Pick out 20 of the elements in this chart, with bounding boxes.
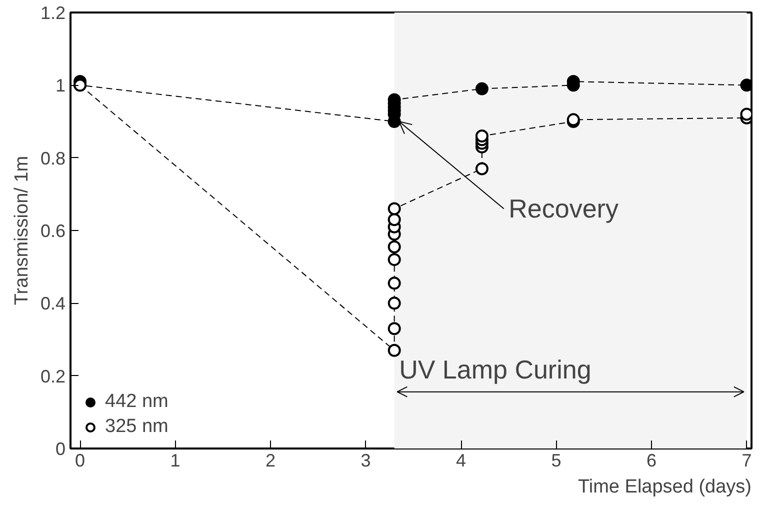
y-tick-label: 0.4 xyxy=(40,294,66,314)
legend-label: 325 nm xyxy=(105,416,168,438)
annotation: Recovery xyxy=(508,194,618,224)
x-tick-label: 7 xyxy=(742,450,752,470)
legend-label: 442 nm xyxy=(105,391,168,413)
y-tick-label: 0.8 xyxy=(40,148,66,168)
x-tick-label: 6 xyxy=(646,450,657,470)
y-tick-label: 1 xyxy=(55,76,66,96)
x-tick-label: 3 xyxy=(360,450,371,470)
y-tick-label: 1.2 xyxy=(40,3,66,23)
band-label: UV Lamp Curing xyxy=(399,354,592,385)
y-tick-label: 0.6 xyxy=(40,221,66,241)
x-tick-label: 4 xyxy=(456,450,466,470)
x-axis-title: Time Elapsed (days) xyxy=(578,476,752,498)
x-tick-label: 0 xyxy=(75,450,86,470)
y-tick-label: 0.2 xyxy=(40,366,66,386)
x-tick-label: 1 xyxy=(170,450,180,470)
y-axis-title: Transmission/ 1m xyxy=(11,156,32,306)
x-tick-label: 2 xyxy=(266,450,276,470)
x-tick-label: 5 xyxy=(551,450,562,470)
